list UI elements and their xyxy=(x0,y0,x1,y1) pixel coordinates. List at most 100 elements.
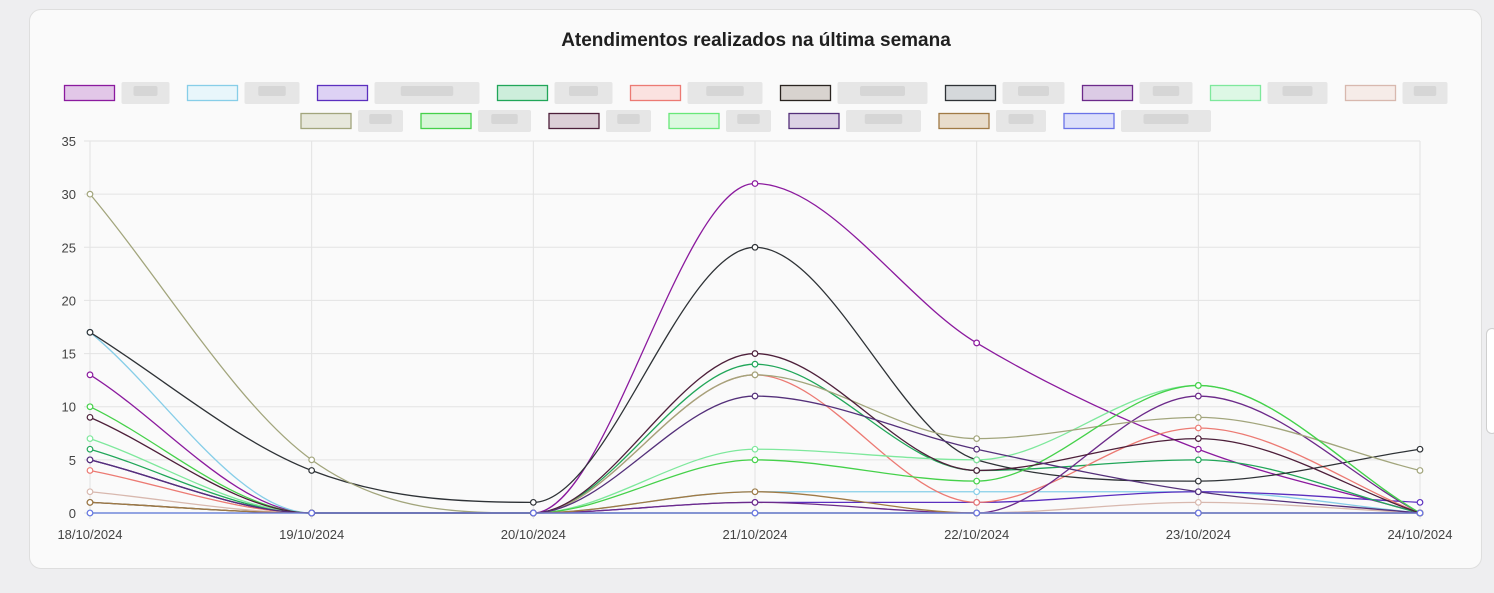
data-point xyxy=(308,456,316,464)
y-axis: 0 5 10 15 20 25 30 35 xyxy=(62,134,76,521)
data-point xyxy=(751,360,759,368)
legend xyxy=(63,82,1448,132)
side-panel-handle[interactable] xyxy=(1486,328,1494,434)
legend-swatch xyxy=(420,112,472,130)
legend-swatch xyxy=(548,112,600,130)
data-point xyxy=(751,456,759,464)
data-point xyxy=(1194,509,1202,517)
redacted-legend-label xyxy=(491,114,518,124)
redacted-legend-label xyxy=(258,86,286,96)
data-point xyxy=(1194,488,1202,496)
x-tick-label: 20/10/2024 xyxy=(501,527,566,542)
data-point xyxy=(1194,477,1202,485)
legend-swatch xyxy=(1209,84,1262,102)
y-tick-label: 15 xyxy=(62,347,76,362)
data-point xyxy=(1416,467,1424,474)
x-tick-label: 18/10/2024 xyxy=(57,527,122,542)
data-point xyxy=(973,467,981,474)
data-point xyxy=(1416,445,1424,453)
y-tick-label: 10 xyxy=(62,400,76,415)
data-point xyxy=(751,392,759,400)
data-point xyxy=(1194,435,1202,443)
redacted-legend-label xyxy=(737,114,760,124)
legend-swatch xyxy=(668,112,720,130)
data-point xyxy=(1416,498,1424,506)
redacted-legend-label xyxy=(569,86,598,96)
grid xyxy=(84,140,1421,519)
redacted-legend-label xyxy=(1152,86,1180,96)
y-tick-label: 5 xyxy=(69,453,76,468)
data-point xyxy=(1194,392,1202,400)
data-point xyxy=(86,328,94,336)
data-point xyxy=(1194,456,1202,464)
data-point xyxy=(751,509,759,517)
data-point xyxy=(751,180,759,187)
data-point xyxy=(1416,509,1424,517)
y-tick-label: 20 xyxy=(62,293,76,308)
data-point xyxy=(1194,413,1202,421)
data-point xyxy=(529,498,537,506)
redacted-legend-label xyxy=(400,86,454,96)
redacted-legend-label xyxy=(860,86,905,96)
data-point xyxy=(86,467,94,474)
redacted-legend-label xyxy=(1282,86,1313,96)
data-point xyxy=(973,435,981,443)
redacted-legend-label xyxy=(133,86,158,96)
data-point xyxy=(973,477,981,485)
data-point xyxy=(86,509,94,517)
redacted-legend-label xyxy=(706,86,744,96)
data-point xyxy=(308,467,316,474)
data-point xyxy=(1194,498,1202,506)
y-tick-label: 0 xyxy=(69,506,76,521)
data-point xyxy=(308,509,316,517)
y-tick-label: 25 xyxy=(62,240,76,255)
x-tick-label: 23/10/2024 xyxy=(1166,527,1231,542)
data-point xyxy=(86,190,94,198)
redacted-legend-label xyxy=(1413,86,1437,96)
x-tick-label: 24/10/2024 xyxy=(1387,527,1452,542)
legend-swatch xyxy=(1063,112,1115,130)
data-point xyxy=(973,456,981,464)
data-point xyxy=(86,445,94,453)
x-axis: 18/10/2024 19/10/2024 20/10/2024 21/10/2024… xyxy=(57,527,1452,542)
data-point xyxy=(86,498,94,506)
data-point xyxy=(973,509,981,517)
data-point xyxy=(751,243,759,251)
data-point xyxy=(973,445,981,453)
redacted-legend-label xyxy=(864,114,903,124)
y-tick-label: 30 xyxy=(62,187,76,202)
series-points xyxy=(86,180,1424,517)
data-point xyxy=(973,498,981,506)
data-point xyxy=(751,445,759,453)
legend-swatch xyxy=(779,84,832,102)
redacted-legend-label xyxy=(1018,86,1049,96)
data-point xyxy=(86,403,94,411)
data-point xyxy=(86,413,94,421)
legend-swatch xyxy=(300,112,352,130)
legend-swatch xyxy=(1081,84,1134,102)
chart-title: Atendimentos realizados na última semana xyxy=(561,30,951,51)
legend-swatch xyxy=(496,84,549,102)
data-point xyxy=(1194,445,1202,453)
data-point xyxy=(1194,382,1202,389)
data-point xyxy=(86,371,94,379)
data-point xyxy=(973,488,981,496)
x-tick-label: 22/10/2024 xyxy=(944,527,1009,542)
data-point xyxy=(751,488,759,496)
legend-swatch xyxy=(316,84,369,102)
data-point xyxy=(86,456,94,464)
redacted-legend-label xyxy=(1008,114,1034,124)
x-tick-label: 21/10/2024 xyxy=(722,527,787,542)
data-point xyxy=(751,350,759,357)
data-point xyxy=(751,498,759,506)
legend-swatch xyxy=(186,84,239,102)
data-point xyxy=(973,339,981,347)
data-point xyxy=(751,371,759,379)
legend-swatch xyxy=(1344,84,1397,102)
data-point xyxy=(86,488,94,496)
data-point xyxy=(529,509,537,517)
legend-swatch xyxy=(944,84,997,102)
legend-swatch xyxy=(788,112,840,130)
legend-swatch xyxy=(938,112,990,130)
